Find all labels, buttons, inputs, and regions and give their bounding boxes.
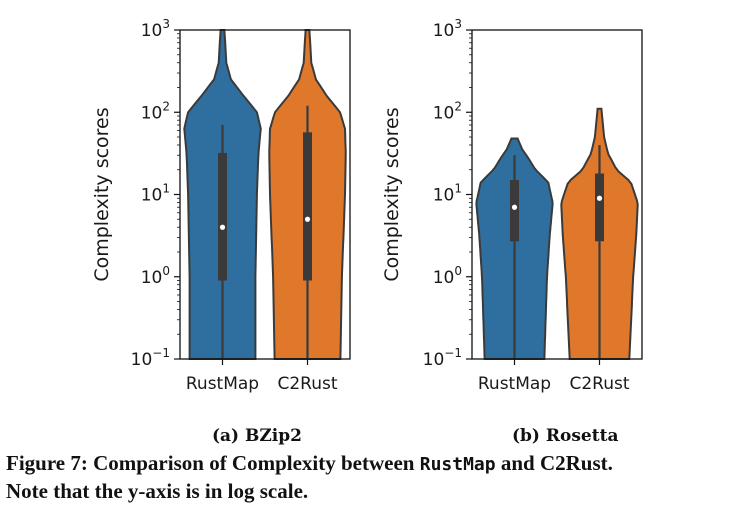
x-tick-label-rustmap: RustMap (478, 374, 551, 394)
caption-line-2: Note that the y-axis is in log scale. (6, 479, 309, 503)
iqr-box-c2rust (595, 173, 604, 242)
figure-caption: Figure 7: Comparison of Complexity betwe… (6, 450, 736, 505)
y-tick-label: 103 (141, 17, 170, 41)
subcaption: (b) Rosetta (512, 426, 618, 446)
median-dot-c2rust (596, 195, 603, 201)
figure-svg: RustMap C2Rust 10−1 100 101 102 103 Complexity … (91, 17, 643, 446)
y-tick-label: 102 (433, 99, 462, 123)
chart-panel-2: RustMap C2Rust 10−1 100 101 102 103 Complexity … (381, 17, 643, 446)
y-axis-label: Complexity scores (381, 107, 403, 281)
y-tick-label: 100 (433, 264, 462, 288)
x-tick-label-rustmap: RustMap (186, 374, 259, 394)
x-tick-label-c2rust: C2Rust (277, 374, 337, 394)
y-tick-label: 101 (433, 182, 462, 206)
subcaption: (a) BZip2 (212, 426, 302, 446)
caption-text-2: and C2Rust. (495, 451, 613, 475)
y-tick-label: 103 (433, 17, 462, 41)
y-tick-label: 10−1 (423, 346, 462, 370)
y-tick-label: 100 (141, 264, 170, 288)
median-dot-rustmap (219, 224, 226, 230)
x-tick-label-c2rust: C2Rust (569, 374, 629, 394)
chart-panel-1: RustMap C2Rust 10−1 100 101 102 103 Complexity … (91, 17, 351, 446)
y-axis-label: Complexity scores (91, 107, 113, 281)
median-dot-rustmap (511, 204, 518, 210)
y-tick-label: 10−1 (131, 346, 170, 370)
median-dot-c2rust (304, 216, 311, 222)
iqr-box-rustmap (218, 152, 227, 281)
y-tick-label: 101 (141, 182, 170, 206)
y-tick-label: 102 (141, 99, 170, 123)
caption-text-1: Figure 7: Comparison of Complexity betwe… (6, 451, 420, 475)
iqr-box-c2rust (303, 132, 312, 281)
iqr-box-rustmap (510, 180, 519, 242)
caption-code-rustmap: RustMap (419, 454, 496, 475)
